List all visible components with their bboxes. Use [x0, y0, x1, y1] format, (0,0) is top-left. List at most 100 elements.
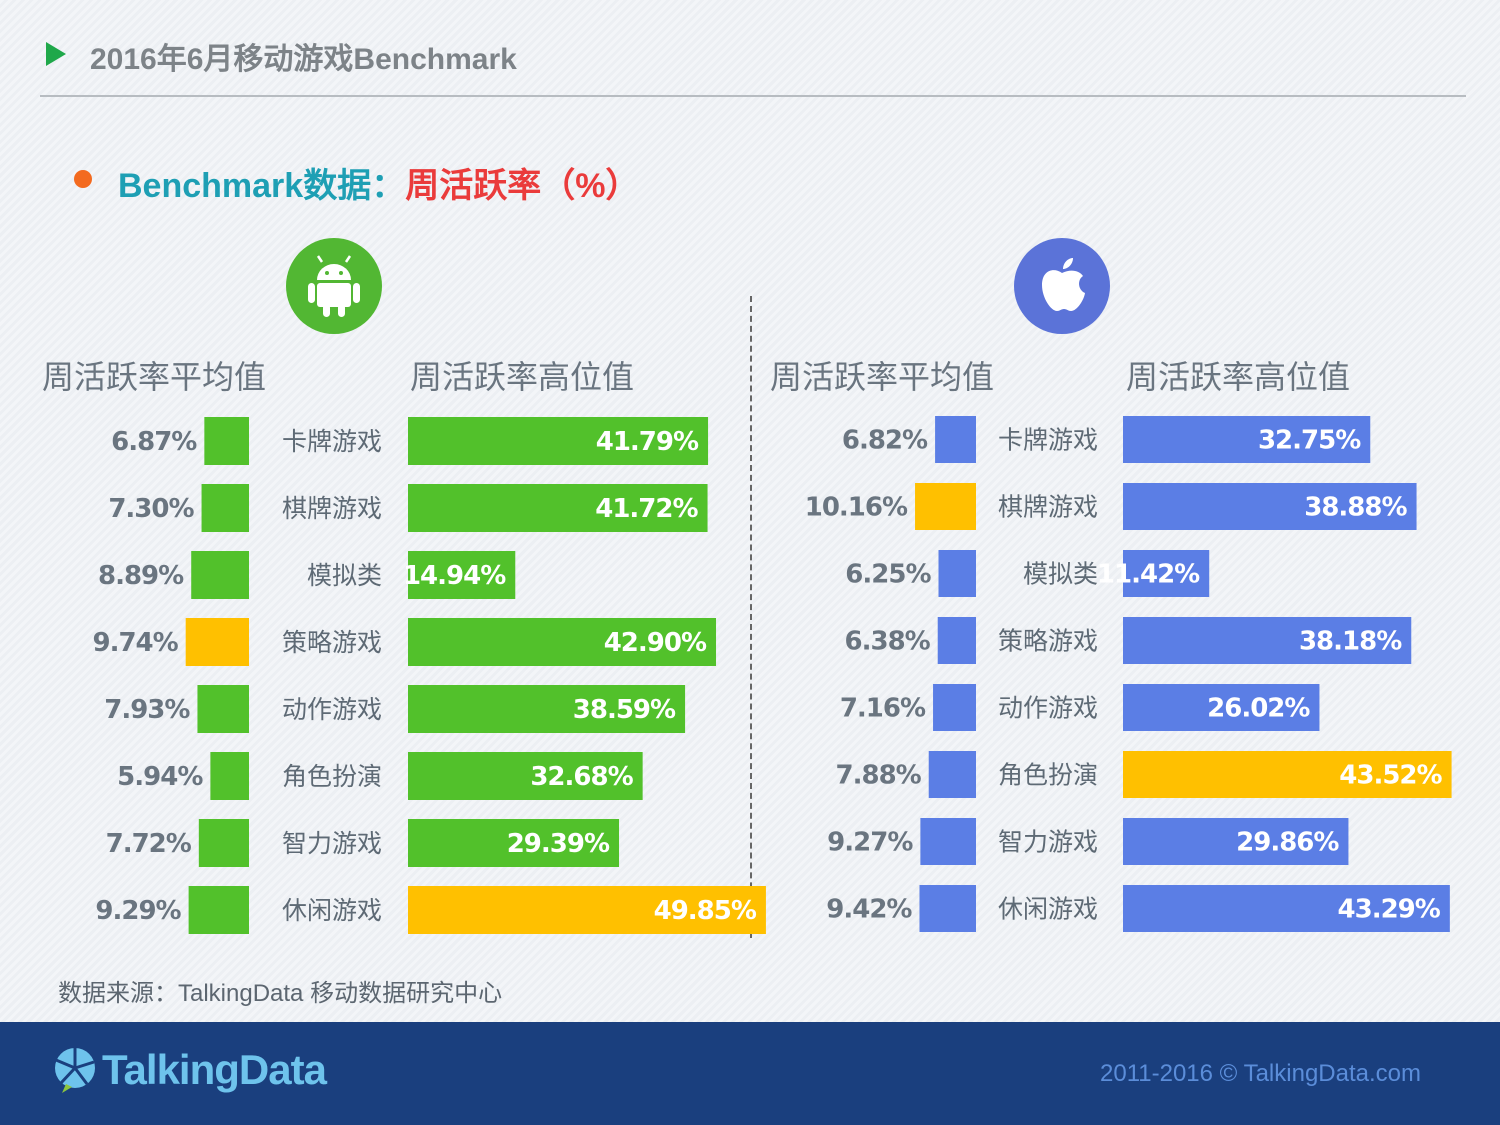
ios-category-label: 休闲游戏	[998, 895, 1098, 924]
ios-high-value-label: 38.88%	[1304, 493, 1407, 523]
ios-avg-bar	[919, 885, 976, 932]
ios-high-bar	[1123, 483, 1417, 530]
android-high-value-label: 29.39%	[507, 829, 610, 859]
android-high-bar	[408, 551, 516, 599]
footer-copyright: 2011-2016 © TalkingData.com	[1100, 1060, 1421, 1087]
ios-category-label: 卡牌游戏	[998, 426, 1098, 455]
platform-divider	[750, 296, 752, 938]
footer-bar	[0, 1022, 1500, 1125]
talkingdata-logo-icon	[55, 1048, 95, 1093]
android-avg-bar	[198, 819, 249, 867]
ios-high-bar	[1123, 550, 1210, 597]
ios-avg-value-label: 6.82%	[842, 426, 928, 456]
android-high-bar	[408, 685, 686, 733]
ios-avg-value-label: 7.88%	[836, 761, 922, 791]
footer-logo: TalkingData	[102, 1046, 327, 1093]
header-play-icon	[46, 42, 66, 66]
android-category-label: 智力游戏	[282, 829, 382, 858]
android-high-value-label: 38.59%	[573, 695, 676, 725]
android-high-heading: 周活跃率高位值	[410, 359, 635, 395]
android-avg-heading: 周活跃率平均值	[42, 359, 267, 395]
ios-avg-bar	[937, 617, 976, 664]
ios-high-value-label: 38.18%	[1299, 627, 1402, 657]
ios-category-label: 模拟类	[1023, 560, 1098, 589]
subtitle-part-a: Benchmark数据：	[118, 167, 406, 205]
section-subtitle: Benchmark数据：周活跃率（%）	[118, 158, 639, 207]
android-avg-value-label: 9.29%	[95, 896, 181, 926]
ios-category-label: 智力游戏	[998, 828, 1098, 857]
android-category-label: 棋牌游戏	[282, 494, 382, 523]
ios-high-bar	[1123, 617, 1412, 664]
ios-high-bar	[1123, 416, 1371, 463]
ios-high-value-label: 43.52%	[1339, 761, 1442, 791]
ios-avg-bar	[928, 751, 976, 798]
android-high-value-label: 14.94%	[403, 561, 506, 591]
android-high-bar	[408, 752, 643, 800]
android-avg-value-label: 7.72%	[106, 829, 192, 859]
ios-high-bar	[1123, 684, 1320, 731]
android-avg-bar	[204, 417, 249, 465]
ios-category-label: 棋牌游戏	[998, 493, 1098, 522]
bar-chart: 6.87% 卡牌游戏 41.79% 7.30% 棋牌游戏 41.72% 8.89% 模拟类 14…	[92, 416, 1452, 934]
android-high-value-label: 49.85%	[654, 896, 757, 926]
android-icon	[286, 238, 382, 334]
page-title: 2016年6月移动游戏Benchmark	[90, 43, 517, 76]
android-high-value-label: 41.72%	[595, 494, 698, 524]
ios-high-heading: 周活跃率高位值	[1126, 359, 1351, 395]
ios-avg-bar	[933, 684, 976, 731]
ios-category-label: 策略游戏	[998, 627, 1098, 656]
bullet-dot-icon	[74, 170, 92, 188]
ios-high-value-label: 11.42%	[1097, 560, 1200, 590]
ios-avg-value-label: 10.16%	[805, 493, 908, 523]
android-category-label: 角色扮演	[282, 762, 382, 791]
android-high-bar	[408, 417, 709, 465]
android-high-bar	[408, 819, 620, 867]
android-avg-value-label: 9.74%	[92, 628, 178, 658]
ios-high-value-label: 29.86%	[1236, 828, 1339, 858]
android-high-value-label: 42.90%	[604, 628, 707, 658]
android-category-label: 动作游戏	[282, 695, 382, 724]
ios-high-bar	[1123, 885, 1450, 932]
ios-avg-value-label: 9.42%	[826, 895, 912, 925]
android-high-value-label: 32.68%	[530, 762, 633, 792]
ios-high-bar	[1123, 818, 1349, 865]
ios-category-label: 角色扮演	[998, 761, 1098, 790]
android-avg-value-label: 6.87%	[111, 427, 197, 457]
ios-high-value-label: 43.29%	[1338, 895, 1441, 925]
android-avg-bar	[191, 551, 249, 599]
android-avg-bar	[201, 484, 249, 532]
android-high-bar	[408, 484, 708, 532]
android-high-value-label: 41.79%	[596, 427, 699, 457]
ios-avg-value-label: 6.38%	[845, 627, 931, 657]
ios-avg-bar	[920, 818, 976, 865]
android-avg-bar	[185, 618, 249, 666]
ios-avg-bar	[915, 483, 976, 530]
ios-high-value-label: 26.02%	[1207, 694, 1310, 724]
android-avg-bar	[210, 752, 249, 800]
android-avg-bar	[197, 685, 249, 733]
ios-avg-value-label: 7.16%	[840, 694, 926, 724]
android-avg-bar	[188, 886, 249, 934]
header-divider	[40, 95, 1466, 97]
android-high-bar	[408, 886, 766, 934]
android-category-label: 策略游戏	[282, 628, 382, 657]
android-avg-value-label: 8.89%	[98, 561, 184, 591]
android-avg-value-label: 7.30%	[108, 494, 194, 524]
ios-high-value-label: 32.75%	[1258, 426, 1361, 456]
data-source: 数据来源：TalkingData 移动数据研究中心	[58, 980, 503, 1007]
android-category-label: 卡牌游戏	[282, 427, 382, 456]
ios-high-bar	[1123, 751, 1452, 798]
ios-avg-bar	[938, 550, 976, 597]
ios-avg-bar	[935, 416, 976, 463]
ios-category-label: 动作游戏	[998, 694, 1098, 723]
android-avg-value-label: 7.93%	[104, 695, 190, 725]
apple-icon	[1014, 238, 1110, 334]
subtitle-part-b: 周活跃率（%）	[405, 167, 640, 205]
android-avg-value-label: 5.94%	[117, 762, 203, 792]
android-high-bar	[408, 618, 717, 666]
ios-avg-value-label: 6.25%	[845, 560, 931, 590]
ios-avg-value-label: 9.27%	[827, 828, 913, 858]
android-category-label: 模拟类	[307, 561, 382, 590]
ios-avg-heading: 周活跃率平均值	[770, 359, 995, 395]
android-category-label: 休闲游戏	[282, 896, 382, 925]
